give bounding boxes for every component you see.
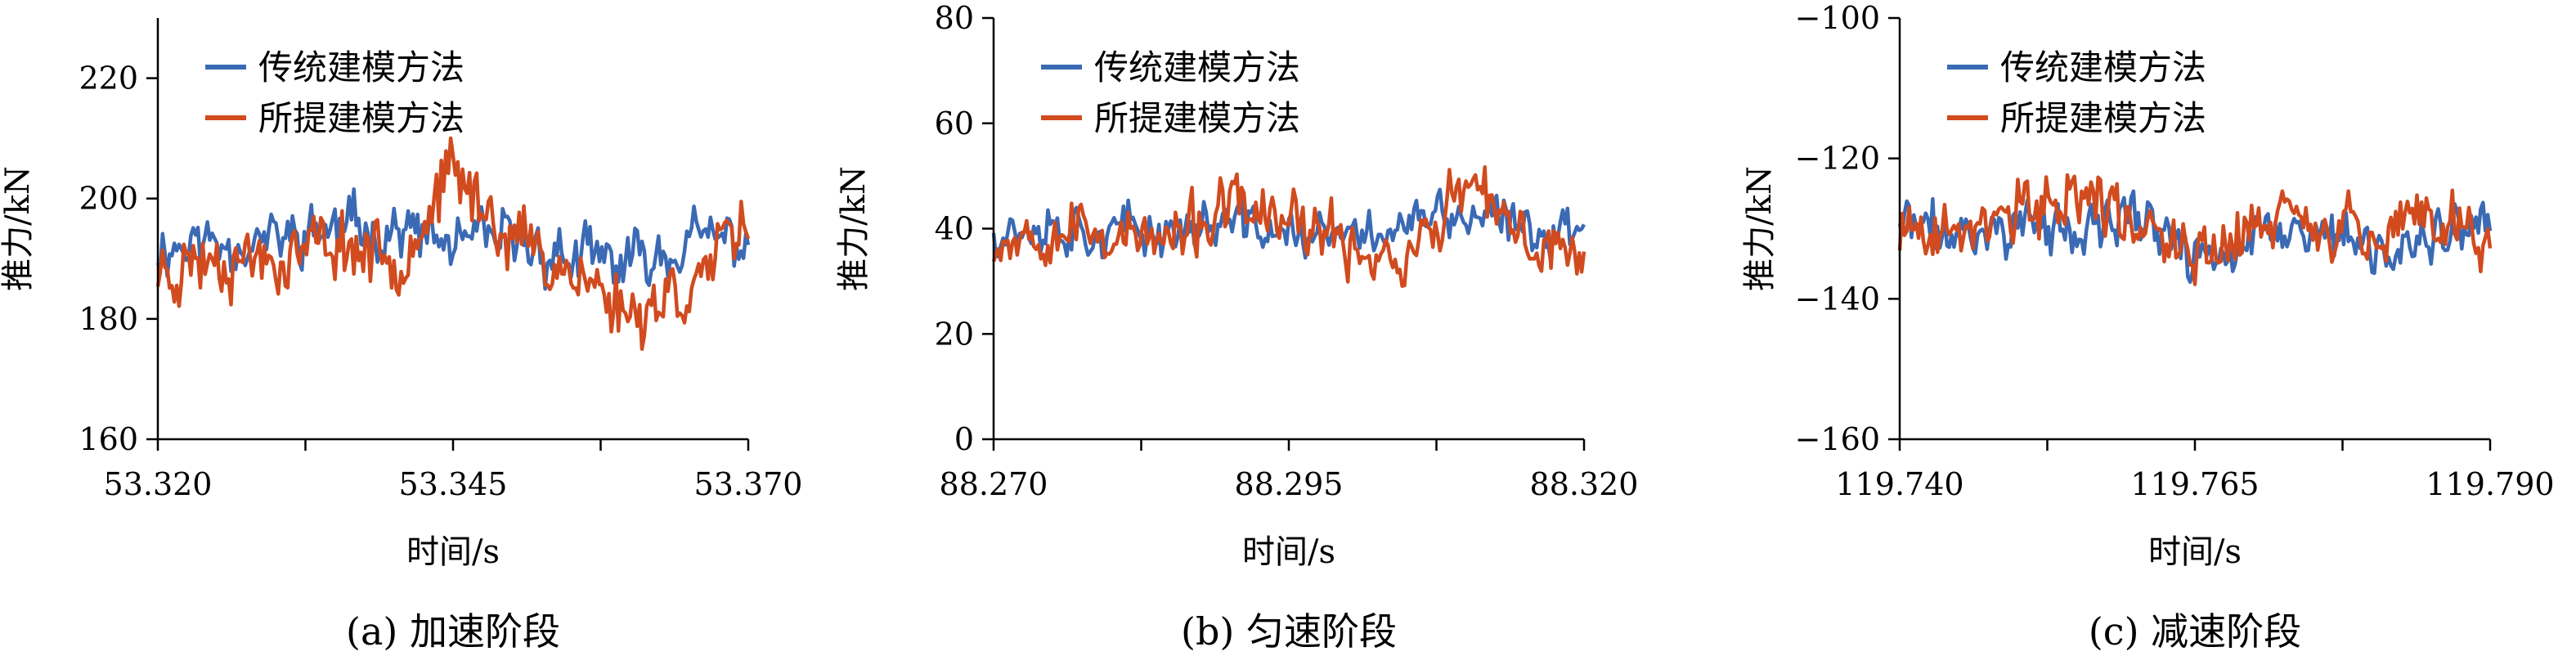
chart-panel-2: 0 20 40 60 80 88.270 88.295 88.320 推力/kN 时间/s (b) … xyxy=(835,0,1638,654)
y-tick-label: 60 xyxy=(935,106,974,142)
series-line-1 xyxy=(1897,189,2493,285)
legend-label-1: 传统建模方法 xyxy=(2000,47,2206,88)
x-axis-label: 时间/s xyxy=(2148,533,2242,571)
panel-caption: (b) 匀速阶段 xyxy=(1181,609,1397,654)
x-tick-label: 53.320 xyxy=(104,466,213,502)
legend-label-2: 所提建模方法 xyxy=(2000,98,2206,138)
legend-label-2: 所提建模方法 xyxy=(258,98,464,138)
x-tick-label: 88.270 xyxy=(940,466,1048,502)
series-line-2 xyxy=(1897,173,2493,286)
x-axis-label: 时间/s xyxy=(406,533,500,571)
legend-label-2: 所提建模方法 xyxy=(1094,98,1300,138)
series-line-2 xyxy=(155,136,751,351)
x-tick-label: 119.790 xyxy=(2426,466,2554,502)
y-axis-label: 推力/kN xyxy=(1741,166,1779,291)
y-axis-label: 推力/kN xyxy=(835,166,873,291)
y-tick-label: −140 xyxy=(1795,281,1880,317)
y-tick-label: 220 xyxy=(79,61,138,97)
y-tick-label: 160 xyxy=(79,421,138,457)
legend-label-1: 传统建模方法 xyxy=(1094,47,1300,88)
series-line-1 xyxy=(155,186,751,291)
y-tick-label: 80 xyxy=(935,0,974,36)
y-tick-label: 40 xyxy=(935,211,974,247)
panel-caption: (c) 减速阶段 xyxy=(2089,609,2301,654)
x-tick-label: 88.295 xyxy=(1235,466,1344,502)
x-tick-label: 119.740 xyxy=(1835,466,1963,502)
x-tick-label: 53.370 xyxy=(694,466,803,502)
x-tick-label: 53.345 xyxy=(399,466,508,502)
y-tick-label: 180 xyxy=(79,301,138,337)
x-axis-label: 时间/s xyxy=(1242,533,1335,571)
y-tick-label: −100 xyxy=(1795,0,1880,36)
y-tick-label: −120 xyxy=(1795,141,1880,177)
y-tick-label: −160 xyxy=(1795,421,1880,457)
chart-panel-3: −100 −120 −140 −160 119.740 119.765 119.790 推力/… xyxy=(1741,0,2555,654)
x-tick-label: 88.320 xyxy=(1530,466,1639,502)
y-tick-label: 0 xyxy=(954,421,974,457)
y-tick-label: 20 xyxy=(935,316,974,352)
series-line-2 xyxy=(991,164,1586,288)
x-tick-label: 119.765 xyxy=(2130,466,2259,502)
legend-label-1: 传统建模方法 xyxy=(258,47,464,88)
y-tick-label: 200 xyxy=(79,181,138,217)
panel-caption: (a) 加速阶段 xyxy=(346,609,560,654)
chart-panel-1: 160 180 200 220 53.320 53.345 53.370 推力/kN 时间/s (… xyxy=(0,18,802,654)
y-axis-label: 推力/kN xyxy=(0,166,37,291)
